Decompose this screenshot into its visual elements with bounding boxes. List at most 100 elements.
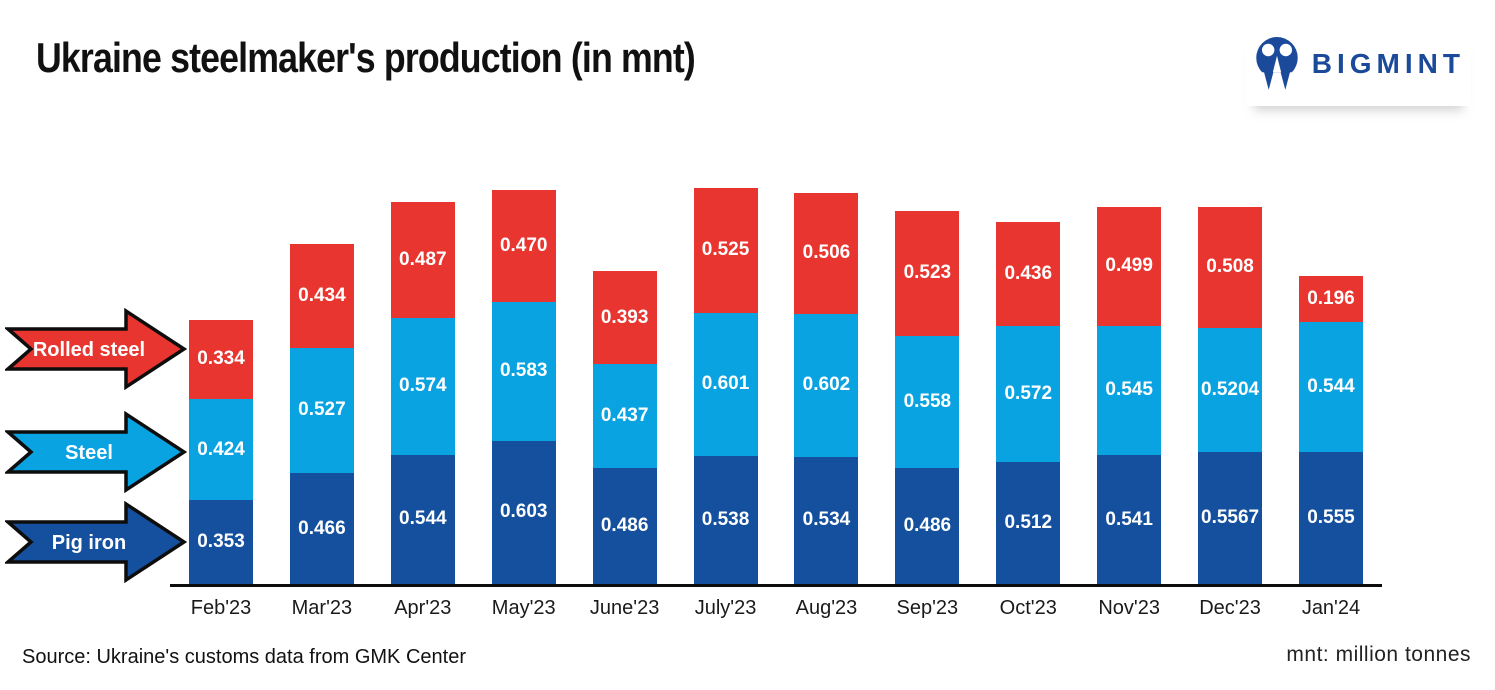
brand-name: BIGMINT bbox=[1311, 48, 1465, 79]
bar-segment-pig-iron: 0.534 bbox=[794, 456, 859, 584]
legend-label-rolled-steel: Rolled steel bbox=[33, 339, 145, 361]
brand-logo: BIGMINT bbox=[1246, 32, 1471, 106]
bar-segment-pig-iron: 0.512 bbox=[996, 462, 1061, 584]
x-axis-label: June'23 bbox=[589, 597, 660, 619]
bar-segment-rolled-steel: 0.196 bbox=[1298, 275, 1363, 323]
bar-value-label: 0.555 bbox=[1307, 506, 1355, 528]
bar-May-23: 0.470 0.583 0.603 May'23 bbox=[491, 189, 556, 619]
steel-arrow-shape bbox=[5, 411, 188, 493]
bar-value-label: 0.544 bbox=[1307, 376, 1355, 398]
bar-segment-steel: 0.601 bbox=[693, 312, 758, 456]
bar-Sep-23: 0.523 0.558 0.486 Sep'23 bbox=[895, 211, 960, 619]
bar-segment-steel: 0.544 bbox=[1298, 322, 1363, 452]
x-axis-label: Aug'23 bbox=[795, 597, 858, 619]
bar-Mar-23: 0.434 0.527 0.466 Mar'23 bbox=[289, 244, 354, 619]
bar-value-label: 0.437 bbox=[600, 405, 649, 427]
bar-segment-steel: 0.574 bbox=[390, 317, 455, 455]
bar-segment-steel: 0.583 bbox=[491, 301, 556, 441]
bar-value-label: 0.196 bbox=[1307, 288, 1355, 310]
bar-Jan-24: 0.196 0.544 0.555 Jan'24 bbox=[1298, 275, 1363, 619]
bigmint-icon bbox=[1251, 37, 1302, 92]
bar-Dec-23: 0.508 0.5204 0.5567 Dec'23 bbox=[1198, 206, 1263, 619]
bar-segment-rolled-steel: 0.499 bbox=[1097, 206, 1162, 326]
bar-value-label: 0.470 bbox=[499, 234, 548, 256]
bar-value-label: 0.572 bbox=[1004, 383, 1053, 405]
legend-label-steel: Steel bbox=[65, 442, 113, 464]
bar-segment-pig-iron: 0.466 bbox=[289, 473, 354, 584]
bar-value-label: 0.486 bbox=[600, 515, 649, 537]
x-axis-label: Nov'23 bbox=[1098, 597, 1160, 619]
bar-value-label: 0.601 bbox=[701, 373, 750, 395]
bar-value-label: 0.545 bbox=[1105, 379, 1153, 401]
bar-value-label: 0.541 bbox=[1105, 508, 1153, 530]
unit-note: mnt: million tonnes bbox=[1286, 643, 1471, 666]
bar-segment-rolled-steel: 0.393 bbox=[592, 270, 657, 365]
bar-value-label: 0.534 bbox=[802, 509, 851, 531]
bar-value-label: 0.574 bbox=[399, 375, 447, 397]
bar-segment-pig-iron: 0.353 bbox=[189, 500, 253, 584]
bar-segment-pig-iron: 0.603 bbox=[491, 440, 556, 584]
bar-segment-pig-iron: 0.538 bbox=[693, 455, 758, 584]
x-axis-label: July'23 bbox=[694, 597, 757, 619]
bar-value-label: 0.508 bbox=[1206, 256, 1254, 278]
legend-arrow-steel: Steel bbox=[5, 411, 188, 493]
bar-value-label: 0.424 bbox=[197, 438, 245, 460]
bar-value-label: 0.334 bbox=[197, 348, 245, 370]
bar-segment-pig-iron: 0.544 bbox=[390, 454, 455, 584]
bar-value-label: 0.486 bbox=[903, 515, 952, 537]
bar-value-label: 0.506 bbox=[802, 242, 851, 264]
bar-value-label: 0.487 bbox=[399, 248, 447, 270]
x-axis-label: Oct'23 bbox=[999, 597, 1057, 619]
bar-value-label: 0.525 bbox=[701, 239, 750, 261]
bar-segment-pig-iron: 0.5567 bbox=[1198, 451, 1263, 584]
bar-value-label: 0.466 bbox=[298, 517, 346, 539]
bar-segment-steel: 0.527 bbox=[289, 347, 354, 474]
bar-value-label: 0.527 bbox=[298, 399, 346, 421]
bar-segment-pig-iron: 0.486 bbox=[895, 468, 960, 584]
bar-Nov-23: 0.499 0.545 0.541 Nov'23 bbox=[1097, 206, 1162, 619]
bar-segment-rolled-steel: 0.334 bbox=[189, 319, 253, 400]
bar-value-label: 0.538 bbox=[701, 508, 750, 530]
bar-segment-rolled-steel: 0.523 bbox=[895, 211, 960, 336]
bar-value-label: 0.499 bbox=[1105, 255, 1153, 277]
chart-plot-area: 0.334 0.424 0.353 Feb'23 0.434 0.527 0.466 Mar'… bbox=[170, 188, 1382, 619]
bar-value-label: 0.523 bbox=[903, 262, 952, 284]
legend-label-pig-iron: Pig iron bbox=[52, 532, 126, 554]
bar-segment-rolled-steel: 0.506 bbox=[794, 193, 859, 314]
x-axis-label: Sep'23 bbox=[896, 597, 959, 619]
legend-arrow-pig-iron: Pig iron bbox=[5, 501, 188, 583]
legend-arrow-rolled-steel: Rolled steel bbox=[5, 308, 188, 390]
bar-segment-rolled-steel: 0.487 bbox=[390, 202, 455, 318]
page-title: Ukraine steelmaker's production (in mnt) bbox=[36, 34, 696, 81]
bar-value-label: 0.434 bbox=[298, 285, 346, 307]
bar-value-label: 0.544 bbox=[399, 508, 447, 530]
rolled-steel-arrow-shape bbox=[5, 308, 188, 390]
bar-segment-rolled-steel: 0.525 bbox=[693, 188, 758, 313]
bar-segment-steel: 0.545 bbox=[1097, 325, 1162, 456]
bar-segment-steel: 0.602 bbox=[794, 313, 859, 457]
pig-iron-arrow-shape bbox=[5, 501, 188, 583]
bar-value-label: 0.603 bbox=[499, 501, 548, 523]
bar-value-label: 0.436 bbox=[1004, 263, 1053, 285]
bar-Aug-23: 0.506 0.602 0.534 Aug'23 bbox=[794, 193, 859, 619]
bar-segment-steel: 0.5204 bbox=[1198, 327, 1263, 452]
x-axis-label: Dec'23 bbox=[1199, 597, 1261, 619]
bar-segment-rolled-steel: 0.470 bbox=[491, 189, 556, 302]
bar-value-label: 0.558 bbox=[903, 390, 952, 412]
x-axis-label: Jan'24 bbox=[1301, 597, 1361, 619]
x-axis-label: Apr'23 bbox=[394, 597, 452, 619]
bar-segment-pig-iron: 0.541 bbox=[1097, 455, 1162, 584]
bar-Feb-23: 0.334 0.424 0.353 Feb'23 bbox=[189, 319, 253, 619]
bar-June-23: 0.393 0.437 0.486 June'23 bbox=[590, 270, 659, 619]
bar-value-label: 0.5567 bbox=[1201, 506, 1260, 528]
x-axis-label: May'23 bbox=[491, 597, 556, 619]
bar-value-label: 0.5204 bbox=[1201, 378, 1260, 400]
bar-value-label: 0.602 bbox=[802, 374, 851, 396]
bar-segment-steel: 0.437 bbox=[592, 364, 657, 469]
bar-July-23: 0.525 0.601 0.538 July'23 bbox=[693, 188, 758, 619]
bar-segment-rolled-steel: 0.508 bbox=[1198, 206, 1263, 328]
bar-segment-pig-iron: 0.555 bbox=[1298, 451, 1363, 584]
x-axis-label: Feb'23 bbox=[190, 597, 252, 619]
bar-segment-steel: 0.572 bbox=[996, 326, 1061, 463]
